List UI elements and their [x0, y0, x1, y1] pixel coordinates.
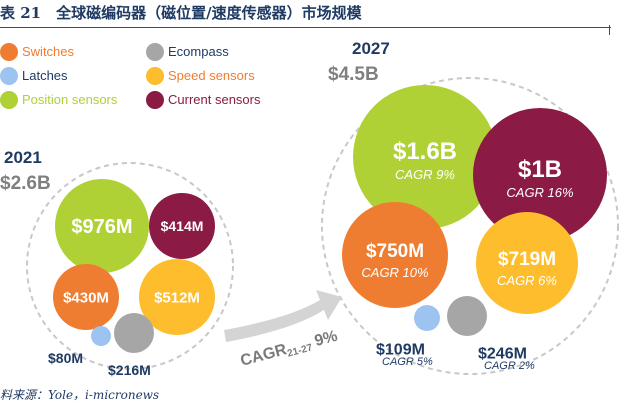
legend: Switches Latches Position sensors Ecompa…	[0, 40, 300, 115]
bubble-2027-switches	[342, 202, 448, 308]
cagr-arrow-sub: 21-27	[286, 342, 314, 359]
bubble-label-2027-position-sensors: $1.6B	[393, 138, 457, 165]
source-note: 料来源：Yole，i-micronews	[0, 388, 160, 402]
legend-label-ecompass: Ecompass	[168, 44, 229, 59]
bubble-label-2021-ecompass: $216M	[108, 362, 151, 378]
legend-label-switches: Switches	[22, 44, 75, 59]
bubble-2027-ecompass	[447, 296, 487, 336]
bubble-2027-latches	[414, 305, 440, 331]
legend-label-position-sensors: Position sensors	[22, 92, 118, 107]
legend-swatch-current-sensors	[146, 91, 164, 109]
total-2021: $2.6B	[0, 173, 51, 194]
legend-label-latches: Latches	[22, 68, 68, 83]
bubble-cagr-2027-current-sensors: CAGR 16%	[506, 185, 573, 200]
legend-swatch-ecompass	[146, 43, 164, 61]
legend-label-current-sensors: Current sensors	[168, 92, 261, 107]
group-ring-2027	[321, 77, 619, 375]
bubble-cagr-2027-position-sensors: CAGR 9%	[395, 167, 455, 182]
bubble-2021-current-sensors	[149, 193, 215, 259]
bubble-2021-ecompass	[114, 313, 154, 353]
bubble-2021-latches	[91, 326, 111, 346]
bubble-label-2021-latches: $80M	[48, 350, 83, 366]
bubble-label-2021-current-sensors: $414M	[161, 218, 204, 234]
total-2027: $4.5B	[328, 64, 379, 85]
cagr-arrow-main: CAGR	[239, 341, 289, 370]
bubble-2021-position-sensors	[55, 179, 149, 273]
year-2021: 2021	[4, 148, 42, 167]
year-2027: 2027	[352, 39, 390, 58]
legend-swatch-position-sensors	[0, 91, 18, 109]
bubble-label-2021-speed-sensors: $512M	[154, 289, 200, 306]
legend-swatch-speed-sensors	[146, 67, 164, 85]
bubble-2021-speed-sensors	[139, 259, 215, 335]
growth-arrow: CAGR21-279%	[224, 290, 342, 370]
bubble-label-2021-switches: $430M	[63, 289, 109, 306]
bubble-label-2027-latches: $109M	[376, 342, 425, 359]
group-ring-2021	[26, 162, 234, 370]
bubble-cagr-2027-ecompass: CAGR 2%	[484, 360, 535, 372]
title-bar: 表 21 全球磁编码器（磁位置/速度传感器）市场规模	[0, 0, 625, 35]
bubble-label-2021-position-sensors: $976M	[71, 216, 132, 238]
legend-swatch-switches	[0, 43, 18, 61]
title-rule	[0, 27, 611, 28]
cagr-arrow-value: 9%	[313, 328, 340, 350]
bubble-label-2027-speed-sensors: $719M	[498, 249, 556, 270]
bubble-2027-current-sensors	[473, 108, 607, 242]
bubble-2027-speed-sensors	[476, 212, 578, 314]
bubble-cagr-2027-speed-sensors: CAGR 6%	[497, 273, 557, 288]
bubble-cagr-2027-switches: CAGR 10%	[361, 265, 428, 280]
growth-arrow-shape	[224, 290, 342, 342]
bubbles-layer: $976M $414M $430M $512M $80M $216M $1.6B CAGR 9…	[48, 85, 607, 378]
bubble-label-2027-switches: $750M	[366, 241, 424, 262]
bubble-2021-switches	[53, 264, 119, 330]
figure-title: 表 21 全球磁编码器（磁位置/速度传感器）市场规模	[0, 4, 362, 22]
bubble-2027-position-sensors	[353, 85, 497, 229]
title-rule-end	[609, 25, 610, 35]
bubble-cagr-2027-latches: CAGR 5%	[382, 356, 433, 368]
bubble-label-2027-current-sensors: $1B	[518, 156, 562, 183]
bubble-label-2027-ecompass: $246M	[478, 346, 527, 363]
legend-swatch-latches	[0, 67, 18, 85]
legend-label-speed-sensors: Speed sensors	[168, 68, 255, 83]
